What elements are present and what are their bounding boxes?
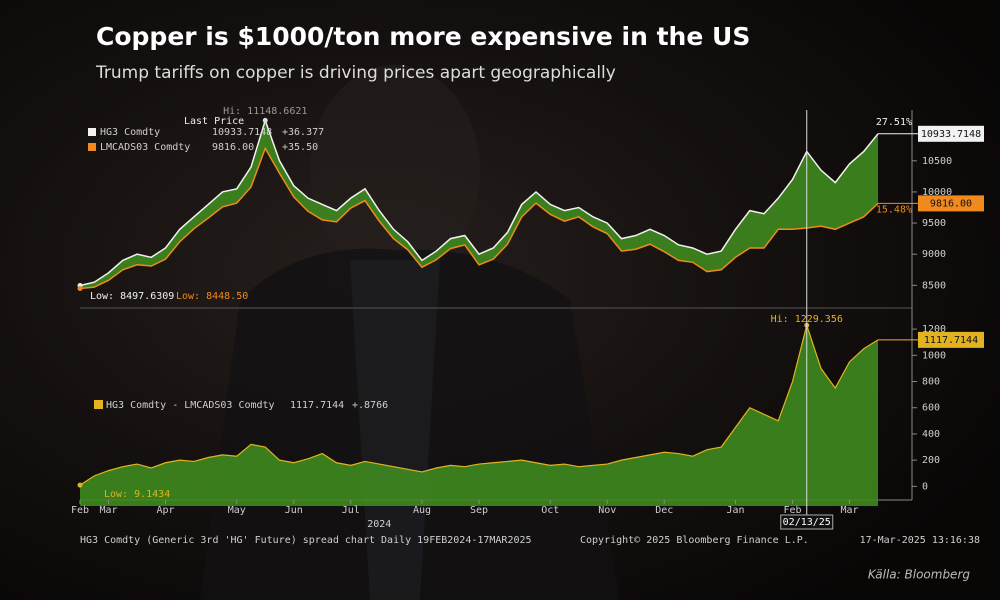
x-tick-label: Oct xyxy=(541,505,559,516)
pct-label: 27.51% xyxy=(876,117,912,128)
price-line xyxy=(79,146,879,290)
video-figure-head xyxy=(310,65,480,275)
legend-last: 1117.7144 xyxy=(290,400,344,411)
legend-swatch xyxy=(94,400,103,409)
video-figure-shirt xyxy=(350,260,440,600)
pct-label: 15.48% xyxy=(876,204,912,215)
x-tick-label: Aug xyxy=(413,505,431,516)
hi-label: Hi: 11148.6621 xyxy=(223,106,307,117)
x-tick-label: Dec xyxy=(655,505,673,516)
cursor-box xyxy=(780,514,834,530)
last-value: 9816.00 xyxy=(930,198,972,209)
legend-name: LMCADS03 Comdty xyxy=(100,142,190,153)
y-tick-label: 8500 xyxy=(922,280,946,291)
x-tick-label: Feb xyxy=(71,505,89,516)
x-tick-label: Jul xyxy=(342,505,360,516)
x-tick-label: Feb xyxy=(783,505,801,516)
y-tick-label: 600 xyxy=(922,403,940,414)
last-value: 10933.7148 xyxy=(921,129,981,140)
y-tick-label: 200 xyxy=(922,455,940,466)
legend-name: HG3 Comdty - LMCADS03 Comdty xyxy=(106,400,275,411)
last-value: 1117.7144 xyxy=(924,335,978,346)
x-tick-label: Mar xyxy=(99,505,117,516)
last-box xyxy=(918,331,984,348)
low-marker xyxy=(77,286,83,292)
title: Copper is $1000/ton more expensive in th… xyxy=(96,22,750,51)
x-tick-label: Mar xyxy=(840,505,858,516)
low-marker xyxy=(77,482,83,488)
spread-area xyxy=(80,325,878,506)
y-tick-label: 9000 xyxy=(922,249,946,260)
cursor-label: 02/13/25 xyxy=(783,517,831,528)
legend-change: +35.50 xyxy=(282,142,318,153)
hi-marker xyxy=(262,117,268,123)
last-box xyxy=(918,125,984,142)
y-tick-label: 800 xyxy=(922,377,940,388)
footer-right: 17-Mar-2025 13:16:38 xyxy=(860,535,980,546)
footer-center: Copyright© 2025 Bloomberg Finance L.P. xyxy=(580,535,809,546)
x-tick-label: Nov xyxy=(598,505,616,516)
legend-header: Last Price xyxy=(184,116,244,127)
source: Källa: Bloomberg xyxy=(868,568,971,582)
x-tick-label: May xyxy=(228,505,246,516)
x-tick-label: Sep xyxy=(470,505,488,516)
x-tick-label: Apr xyxy=(156,505,174,516)
y-tick-label: 10000 xyxy=(922,187,952,198)
last-box xyxy=(918,195,984,212)
legend-name: HG3 Comdty xyxy=(100,127,160,138)
y-tick-label: 1000 xyxy=(922,350,946,361)
y-tick-label: 10500 xyxy=(922,156,952,167)
footer-left: HG3 Comdty (Generic 3rd 'HG' Future) spr… xyxy=(80,535,532,546)
y-tick-label: 0 xyxy=(922,481,928,492)
y-tick-label: 400 xyxy=(922,429,940,440)
x-tick-label: Jan xyxy=(726,505,744,516)
x-tick-label: Jun xyxy=(285,505,303,516)
legend-swatch xyxy=(88,143,96,151)
subtitle: Trump tariffs on copper is driving price… xyxy=(95,63,616,83)
price-line xyxy=(79,118,879,287)
low-label: Low: 8448.50 xyxy=(176,291,248,302)
spread-line xyxy=(79,323,879,486)
y-tick-label: 1200 xyxy=(922,324,946,335)
low-label: Low: 9.1434 xyxy=(104,489,170,500)
spread-fill xyxy=(80,120,878,289)
low-label: Low: 8497.6309 xyxy=(90,291,174,302)
legend-last: 9816.00 xyxy=(212,142,254,153)
y-tick-label: 9500 xyxy=(922,218,946,229)
year-label: 2024 xyxy=(367,519,391,530)
legend-last: 10933.7148 xyxy=(212,127,272,138)
legend-change: +36.377 xyxy=(282,127,324,138)
legend-change: +.8766 xyxy=(352,400,388,411)
legend-swatch xyxy=(88,128,96,136)
